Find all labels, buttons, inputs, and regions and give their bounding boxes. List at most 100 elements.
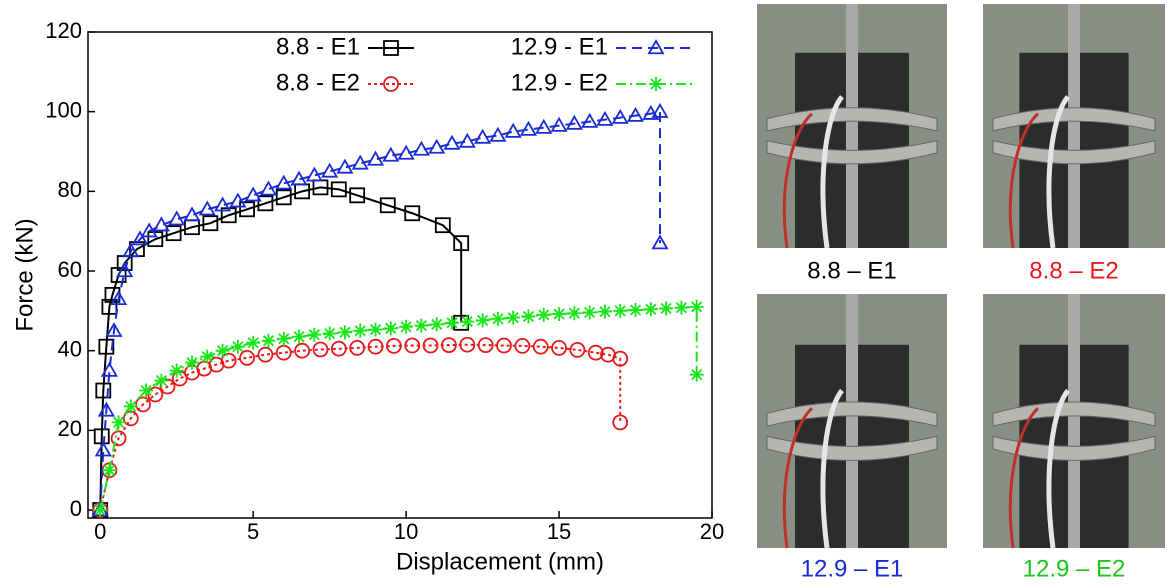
marker [552, 307, 567, 322]
marker [349, 187, 366, 204]
marker [611, 108, 629, 124]
y-tick-label: 80 [58, 177, 82, 202]
marker [366, 150, 385, 166]
marker [259, 180, 278, 196]
marker [244, 186, 262, 202]
marker [642, 104, 660, 120]
photo [983, 294, 1165, 549]
y-tick-label: 100 [45, 97, 82, 122]
photo-caption: 12.9 – E2 [1023, 555, 1126, 582]
marker [200, 349, 215, 364]
marker [368, 322, 383, 337]
specimen-flange [992, 107, 1156, 132]
marker [214, 196, 232, 212]
marker [292, 329, 307, 344]
y-tick-label: 40 [58, 337, 82, 362]
wire [782, 112, 814, 249]
specimen-rod [846, 4, 858, 248]
marker [337, 325, 352, 340]
marker [110, 430, 127, 447]
marker [147, 231, 164, 248]
wire [1046, 95, 1070, 249]
marker [674, 300, 689, 315]
photo-caption: 8.8 – E1 [807, 257, 896, 284]
wire [1008, 112, 1040, 249]
legend-marker [383, 40, 399, 56]
legend-label: 8.8 - E1 [276, 33, 360, 60]
marker [101, 298, 118, 315]
marker [445, 315, 459, 330]
marker [202, 215, 219, 232]
wire [782, 407, 814, 549]
plot-frame [87, 31, 713, 519]
specimen-rod [1068, 294, 1080, 548]
marker [379, 197, 396, 214]
marker [105, 321, 123, 337]
marker [122, 242, 140, 258]
marker [453, 235, 470, 252]
marker [477, 337, 494, 354]
marker [169, 363, 184, 378]
y-tick-label: 60 [58, 257, 82, 282]
marker [569, 341, 586, 358]
marker [659, 301, 674, 316]
marker [434, 217, 451, 234]
marker [689, 299, 704, 314]
marker [414, 318, 429, 333]
marker [257, 195, 274, 212]
marker [131, 230, 149, 246]
x-tick-label: 0 [94, 519, 106, 544]
marker [506, 310, 521, 325]
marker [597, 304, 612, 319]
marker [312, 341, 329, 358]
marker [321, 162, 339, 178]
marker [504, 122, 522, 138]
marker [139, 383, 154, 398]
wire [820, 388, 845, 549]
y-tick-label: 0 [70, 496, 82, 521]
marker [353, 323, 368, 338]
marker [336, 158, 354, 174]
specimen-rod [846, 294, 858, 548]
wire [1046, 388, 1071, 549]
marker [330, 340, 347, 357]
marker [257, 346, 274, 363]
marker [565, 114, 583, 130]
marker [275, 189, 292, 206]
marker [689, 367, 704, 382]
marker [147, 386, 164, 403]
wire [820, 95, 844, 249]
specimen-flange [992, 435, 1156, 461]
marker [535, 118, 553, 134]
marker [239, 349, 255, 366]
marker [385, 338, 402, 354]
marker [198, 200, 216, 216]
marker [382, 146, 400, 162]
marker [459, 336, 476, 353]
marker [276, 331, 291, 346]
photo [757, 4, 947, 249]
marker [275, 174, 293, 190]
marker [322, 326, 337, 341]
marker [215, 343, 230, 358]
marker [183, 206, 201, 222]
marker [349, 339, 366, 356]
photo-caption: 12.9 – E1 [801, 555, 904, 582]
marker [496, 337, 512, 354]
marker [152, 216, 170, 232]
marker [460, 314, 475, 329]
marker [613, 303, 628, 318]
marker [294, 342, 311, 359]
marker [330, 181, 347, 198]
marker [489, 126, 507, 142]
marker [275, 344, 292, 361]
marker [550, 116, 568, 132]
marker [185, 355, 199, 370]
marker [367, 338, 384, 355]
marker [587, 344, 604, 361]
marker [135, 396, 151, 413]
series [92, 336, 629, 518]
specimen-flange [766, 401, 938, 427]
marker [229, 192, 247, 208]
marker [239, 201, 255, 218]
